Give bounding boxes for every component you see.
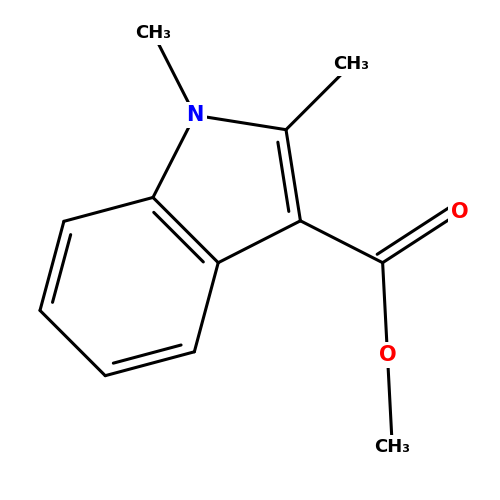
Text: N: N xyxy=(186,106,204,126)
Text: O: O xyxy=(451,202,469,222)
Text: CH₃: CH₃ xyxy=(333,56,369,74)
Text: CH₃: CH₃ xyxy=(374,438,410,456)
Text: CH₃: CH₃ xyxy=(135,24,171,42)
Text: O: O xyxy=(378,345,396,365)
